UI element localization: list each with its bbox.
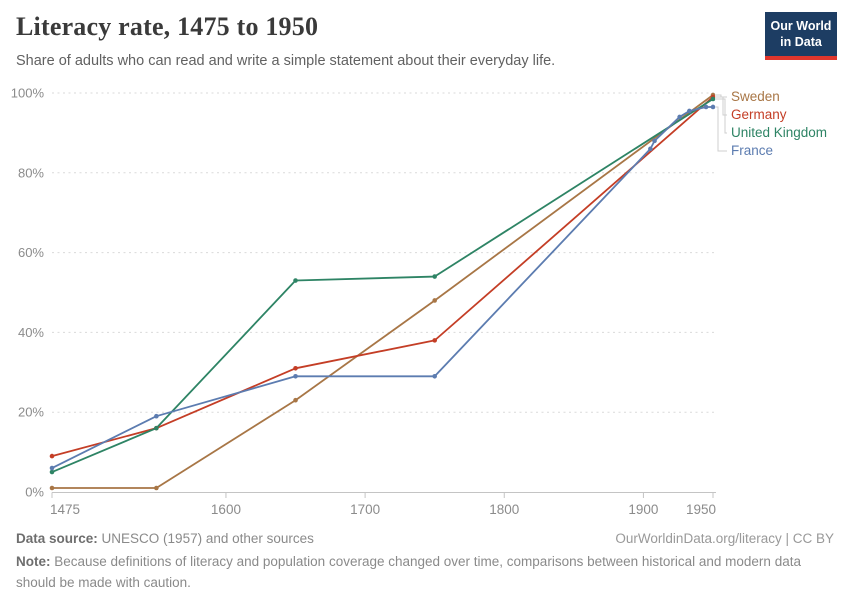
x-tick-label-1950: 1950 bbox=[686, 502, 716, 517]
legend-item-sweden[interactable]: Sweden bbox=[731, 89, 780, 104]
chart-subtitle: Share of adults who can read and write a… bbox=[16, 53, 556, 69]
data-point-france-1950[interactable] bbox=[710, 104, 716, 110]
legend-item-germany[interactable]: Germany bbox=[731, 107, 787, 122]
data-point-united-kingdom-1750[interactable] bbox=[432, 274, 437, 279]
chart-title: Literacy rate, 1475 to 1950 bbox=[16, 12, 319, 41]
data-source-label: Data source: bbox=[16, 531, 98, 546]
note-line: Note: Because definitions of literacy an… bbox=[16, 552, 811, 594]
data-point-france-1908[interactable] bbox=[652, 138, 657, 144]
x-tick-label-1700: 1700 bbox=[350, 502, 380, 517]
y-tick-label-100: 100% bbox=[11, 86, 45, 101]
owid-logo[interactable]: Our World in Data bbox=[765, 12, 837, 60]
data-point-france-1905[interactable] bbox=[648, 146, 653, 152]
data-point-united-kingdom-1475[interactable] bbox=[49, 469, 55, 475]
data-point-france-1933[interactable] bbox=[687, 108, 692, 114]
data-point-france-1750[interactable] bbox=[432, 373, 437, 379]
y-tick-label-0: 0% bbox=[25, 485, 44, 500]
legend-item-united-kingdom[interactable]: United Kingdom bbox=[731, 125, 828, 140]
data-point-france-1926[interactable] bbox=[677, 114, 682, 120]
data-point-united-kingdom-1550[interactable] bbox=[154, 425, 159, 431]
data-point-germany-1475[interactable] bbox=[49, 453, 55, 459]
note-label: Note: bbox=[16, 554, 51, 569]
series-line-united-kingdom[interactable] bbox=[51, 98, 714, 473]
x-tick-label-1600: 1600 bbox=[211, 502, 241, 517]
data-point-france-1945[interactable] bbox=[703, 104, 709, 110]
data-point-sweden-1750[interactable] bbox=[432, 298, 437, 303]
data-point-sweden-1550[interactable] bbox=[154, 485, 159, 491]
legend-connector-france bbox=[716, 106, 727, 152]
legend-connector-sweden bbox=[716, 94, 727, 98]
line-chart-plot-area[interactable]: 0% 20% 40% 60% 80% 100% 1475 1600 1700 1800 1900 19… bbox=[0, 80, 850, 530]
series-line-france[interactable] bbox=[51, 106, 713, 469]
y-tick-label-60: 60% bbox=[18, 245, 44, 260]
data-point-france-1475[interactable] bbox=[49, 465, 55, 471]
y-tick-label-40: 40% bbox=[18, 325, 44, 340]
series-line-germany[interactable] bbox=[51, 96, 714, 457]
note-text: Because definitions of literacy and popu… bbox=[16, 554, 801, 590]
data-point-sweden-1475[interactable] bbox=[49, 485, 55, 491]
data-point-united-kingdom-1950[interactable] bbox=[710, 96, 716, 102]
data-point-united-kingdom-1650[interactable] bbox=[293, 278, 298, 283]
owid-logo-line2: in Data bbox=[780, 35, 822, 50]
y-tick-label-80: 80% bbox=[18, 165, 44, 180]
data-source-text: UNESCO (1957) and other sources bbox=[101, 531, 314, 546]
legend-connector-united-kingdom bbox=[716, 98, 727, 134]
attribution-link[interactable]: OurWorldinData.org/literacy | CC BY bbox=[615, 531, 834, 546]
owid-logo-line1: Our World bbox=[770, 19, 832, 33]
data-point-germany-1650[interactable] bbox=[293, 366, 298, 371]
data-point-france-1650[interactable] bbox=[293, 373, 298, 379]
x-tick-label-1475: 1475 bbox=[50, 502, 80, 517]
data-source-line: Data source: UNESCO (1957) and other sou… bbox=[16, 531, 314, 546]
data-point-france-1550[interactable] bbox=[154, 413, 159, 419]
x-tick-label-1900: 1900 bbox=[628, 502, 658, 517]
data-point-germany-1750[interactable] bbox=[432, 338, 437, 343]
data-point-sweden-1650[interactable] bbox=[293, 397, 298, 403]
x-tick-label-1800: 1800 bbox=[489, 502, 519, 517]
legend-item-france[interactable]: France bbox=[731, 143, 774, 158]
y-tick-label-20: 20% bbox=[18, 405, 44, 420]
